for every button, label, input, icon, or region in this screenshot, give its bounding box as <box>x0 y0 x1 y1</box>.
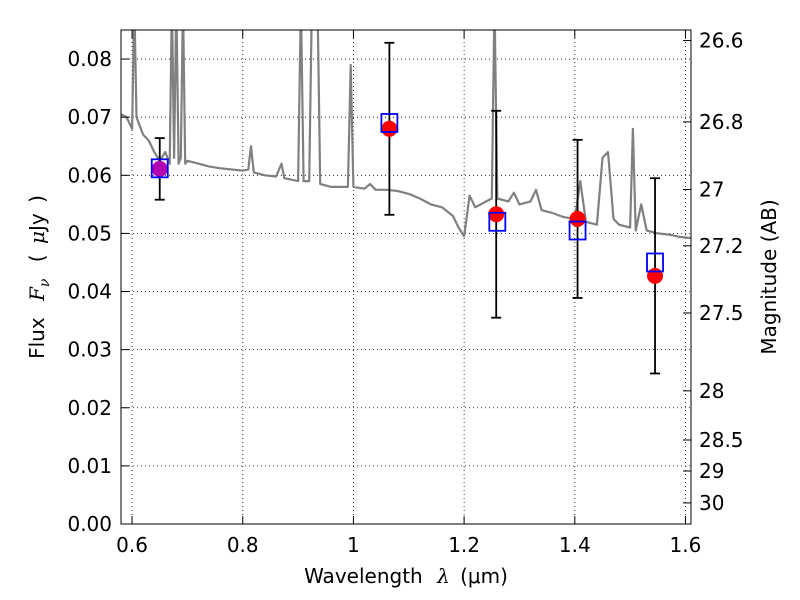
model-flux-square <box>380 113 399 133</box>
x-tick-label: 0.6 <box>116 533 148 557</box>
y-tick-label: 0.03 <box>67 338 112 362</box>
y-tick-label: 0.01 <box>67 454 112 478</box>
model-flux-square <box>568 220 587 241</box>
y-tick-label: 0.00 <box>67 512 112 536</box>
y2-tick-label: 26.8 <box>699 110 744 134</box>
y-tick-label: 0.04 <box>67 280 112 304</box>
observed-flux-point <box>151 160 168 177</box>
observed-flux-point <box>488 206 505 223</box>
y2-tick-label: 26.6 <box>699 29 744 53</box>
x-tick-label: 1.6 <box>670 533 702 557</box>
observed-flux-point <box>569 210 586 227</box>
ticks <box>121 30 691 525</box>
y2-tick-label: 28 <box>699 379 724 403</box>
y2-tick-label: 30 <box>699 491 724 515</box>
grid-lines <box>121 30 691 525</box>
y-tick-label: 0.02 <box>67 396 112 420</box>
x-axis-title: Wavelength λ (μm) <box>304 564 508 588</box>
y-tick-label: 0.08 <box>67 47 112 71</box>
x-tick-label: 1 <box>347 533 360 557</box>
model-flux-square <box>646 252 664 273</box>
data-layer <box>121 30 691 375</box>
y-tick-label: 0.07 <box>67 105 112 129</box>
x-tick-label: 1.2 <box>448 533 480 557</box>
plot-frame <box>120 29 692 525</box>
model-flux-square <box>488 211 507 232</box>
y2-tick-label: 27.2 <box>699 234 744 258</box>
observed-flux-point <box>647 267 664 284</box>
y2-axis-title: Magnitude (AB) <box>757 199 781 354</box>
y-tick-label: 0.05 <box>67 221 112 245</box>
y2-tick-label: 29 <box>699 459 724 483</box>
y2-tick-label: 27 <box>699 178 724 202</box>
model-spectrum-line <box>121 30 691 240</box>
y2-tick-label: 27.5 <box>699 301 744 325</box>
x-tick-label: 0.8 <box>227 533 259 557</box>
y-axis-title: Flux Fν ( μJy ) <box>25 195 54 359</box>
tick-labels: 0.6 0.8 1 1.2 1.4 1.6 0.00 0.01 0.02 0.03 0.04 0.05… <box>67 29 743 557</box>
observed-flux-point <box>381 120 398 137</box>
y2-tick-label: 28.5 <box>699 428 744 452</box>
plot-area-content <box>121 30 691 375</box>
model-flux-square <box>150 158 169 179</box>
y-tick-label: 0.06 <box>67 163 112 187</box>
x-tick-label: 1.4 <box>559 533 591 557</box>
